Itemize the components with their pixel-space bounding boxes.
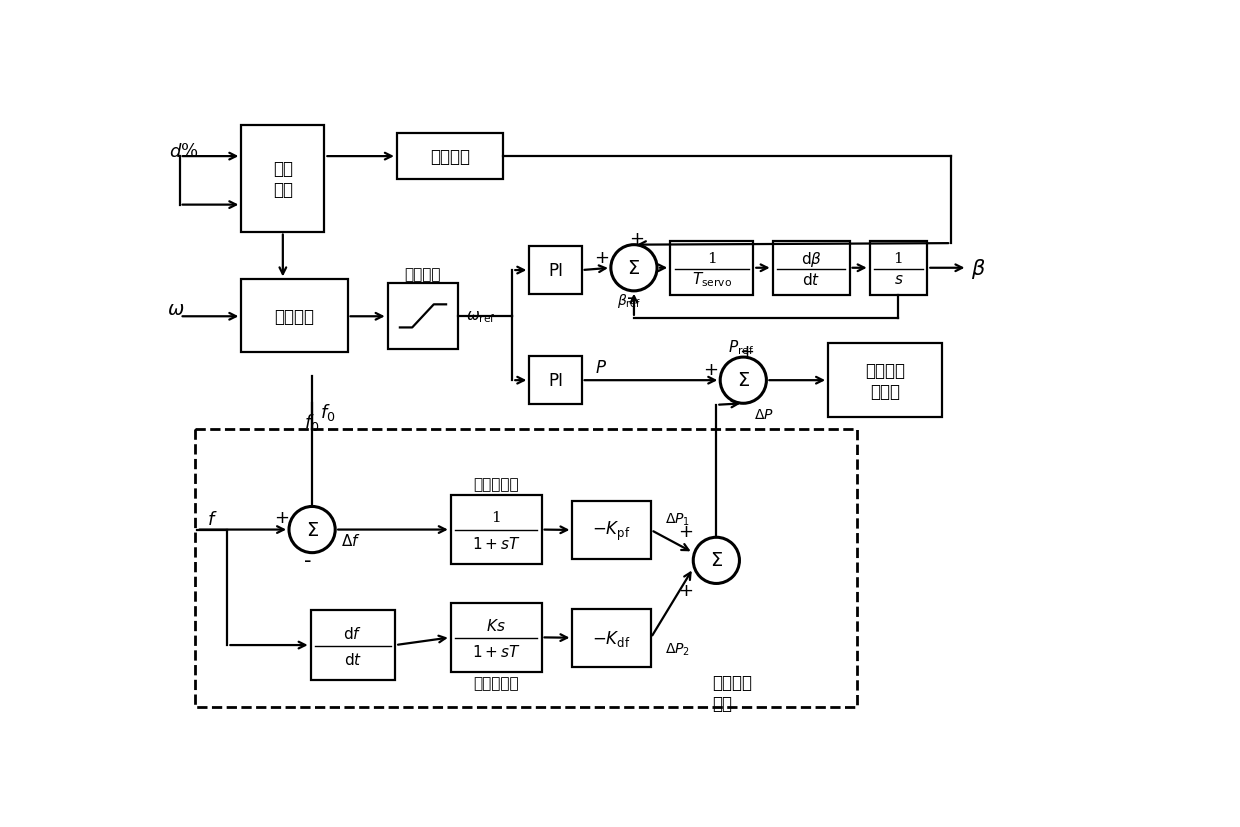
FancyBboxPatch shape [242,127,325,232]
Text: $T_{\rm servo}$: $T_{\rm servo}$ [692,270,732,289]
Text: 1: 1 [707,251,717,265]
Text: 修正
环节: 修正 环节 [273,160,293,198]
Text: $f_0$: $f_0$ [304,412,320,433]
Text: 超速控制: 超速控制 [274,308,315,326]
Text: $\omega_{\rm ref}$: $\omega_{\rm ref}$ [466,309,496,325]
Text: 变桨控制: 变桨控制 [430,148,470,166]
Text: $d$%: $d$% [169,142,198,160]
Text: $-K_{\rm df}$: $-K_{\rm df}$ [593,628,631,648]
FancyBboxPatch shape [310,610,396,680]
Text: $\Sigma$: $\Sigma$ [709,552,723,570]
Text: 限幅环节: 限幅环节 [404,267,441,282]
Text: $1+sT$: $1+sT$ [471,536,521,552]
Text: ${\rm d}\beta$: ${\rm d}\beta$ [801,249,822,268]
Text: ${\rm d}f$: ${\rm d}f$ [343,625,362,641]
Text: +: + [630,230,645,248]
Text: 1: 1 [894,251,903,265]
Text: +: + [678,581,693,599]
Text: +: + [703,361,718,379]
Text: $P$: $P$ [595,360,606,377]
FancyBboxPatch shape [529,247,582,294]
FancyBboxPatch shape [397,134,503,180]
Text: $1+sT$: $1+sT$ [471,643,521,659]
Text: $\Delta P_1$: $\Delta P_1$ [665,511,689,528]
Text: ${\rm d}t$: ${\rm d}t$ [802,271,820,287]
Text: $f$: $f$ [207,510,218,528]
Text: $\Delta f$: $\Delta f$ [341,533,361,548]
Circle shape [720,357,766,404]
FancyBboxPatch shape [388,284,459,349]
Text: +: + [594,249,609,266]
Text: ${\rm d}t$: ${\rm d}t$ [343,651,362,667]
Text: -: - [304,551,311,571]
FancyBboxPatch shape [869,241,928,295]
Text: -: - [627,288,635,308]
FancyBboxPatch shape [529,357,582,404]
Text: $s$: $s$ [894,272,903,286]
FancyBboxPatch shape [450,495,542,565]
Circle shape [693,538,739,584]
Text: $\Delta P$: $\Delta P$ [754,408,774,422]
FancyBboxPatch shape [828,344,942,418]
Text: $-K_{\rm pf}$: $-K_{\rm pf}$ [593,519,631,542]
Text: $\Sigma$: $\Sigma$ [737,371,750,390]
Text: 1: 1 [491,510,501,524]
Text: $\beta_{\rm ref}$: $\beta_{\rm ref}$ [618,292,641,310]
FancyBboxPatch shape [242,280,347,353]
Text: $\beta$: $\beta$ [971,256,986,280]
Text: PI: PI [548,371,563,390]
Text: $P_{\rm ref}$: $P_{\rm ref}$ [728,337,754,356]
FancyBboxPatch shape [773,241,849,295]
Text: 高通滤波器: 高通滤波器 [474,477,520,492]
Circle shape [611,246,657,291]
Text: +: + [739,342,754,361]
Text: 变频器控
制系统: 变频器控 制系统 [866,361,905,400]
FancyBboxPatch shape [450,603,542,672]
FancyBboxPatch shape [573,609,651,667]
Text: $f_0$: $f_0$ [320,402,335,423]
Circle shape [289,507,335,553]
FancyBboxPatch shape [573,501,651,559]
Text: $\Sigma$: $\Sigma$ [627,260,641,277]
Text: 转子动能
控制: 转子动能 控制 [713,673,753,712]
Text: PI: PI [548,262,563,280]
Text: 低通滤波器: 低通滤波器 [474,676,520,691]
FancyBboxPatch shape [670,241,754,295]
Text: $\omega$: $\omega$ [167,301,185,319]
Text: +: + [678,523,693,541]
Text: $Ks$: $Ks$ [486,617,506,633]
Text: $\Sigma$: $\Sigma$ [305,521,319,539]
Text: +: + [274,509,289,527]
Text: $\Delta P_2$: $\Delta P_2$ [665,641,689,657]
